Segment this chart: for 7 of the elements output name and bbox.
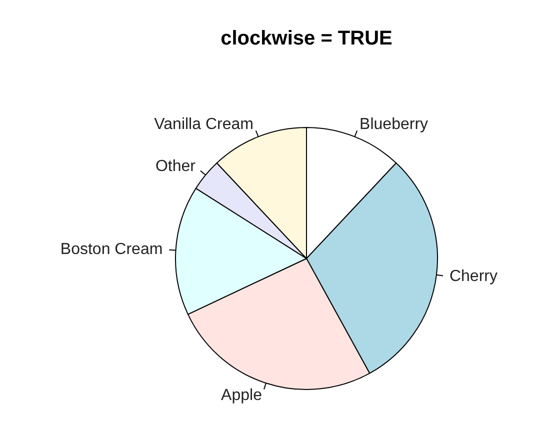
slice-label: Apple (221, 387, 262, 404)
chart-title: clockwise = TRUE (220, 28, 392, 50)
slice-label: Boston Cream (60, 240, 163, 258)
slice-label: Blueberry (360, 116, 428, 134)
slice-label: Vanilla Cream (154, 116, 254, 134)
slice-label: Other (155, 158, 196, 176)
slice-label: Cherry (449, 268, 498, 286)
